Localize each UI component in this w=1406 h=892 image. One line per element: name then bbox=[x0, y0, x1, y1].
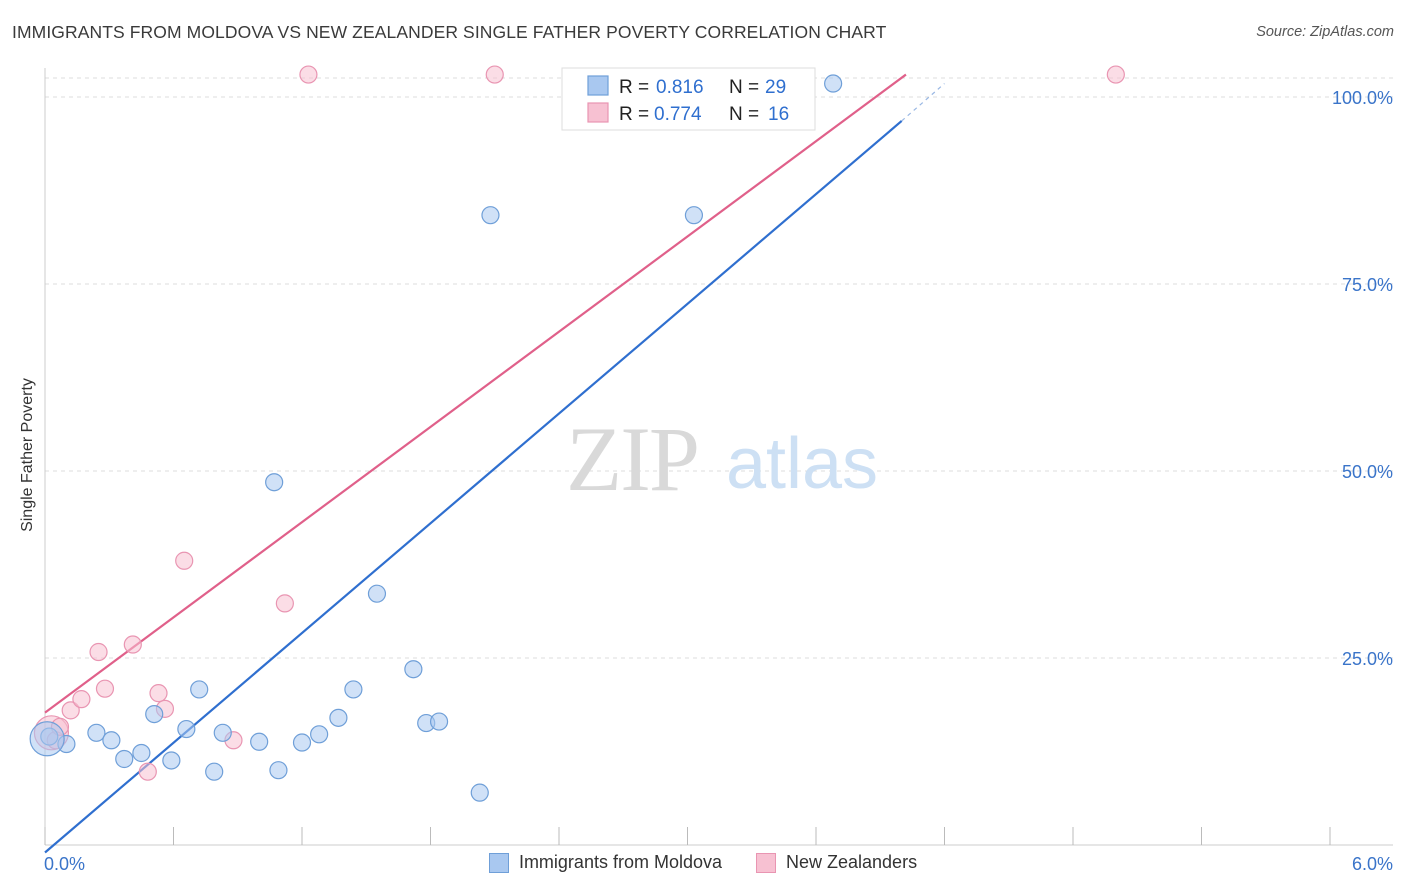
stats-n-value-1: 29 bbox=[765, 77, 786, 98]
data-point-moldova bbox=[265, 473, 284, 492]
y-tick-label: 25.0% bbox=[1342, 649, 1393, 669]
legend-swatch-newzealanders bbox=[756, 852, 776, 873]
stats-legend: R = 0.816 N = 29 R = 0.774 N = 16 bbox=[561, 67, 816, 131]
data-point-moldova bbox=[684, 206, 704, 225]
stats-n-label-2: N = bbox=[729, 104, 764, 125]
data-point-newzealanders bbox=[72, 690, 91, 709]
legend-item-newzealanders: New Zealanders bbox=[756, 852, 917, 873]
data-point-moldova bbox=[329, 708, 348, 727]
y-tick-label: 100.0% bbox=[1332, 88, 1393, 108]
stats-n-label-1: N = bbox=[729, 77, 764, 98]
x-tick-label: 0.0% bbox=[44, 854, 85, 874]
data-point-moldova bbox=[190, 680, 209, 699]
data-point-newzealanders bbox=[175, 551, 194, 570]
data-point-moldova bbox=[132, 743, 151, 763]
data-point-moldova bbox=[404, 660, 423, 679]
stats-r-label-1: R = bbox=[619, 77, 654, 98]
data-point-newzealanders bbox=[89, 642, 108, 662]
legend-swatch-moldova bbox=[488, 852, 509, 873]
data-point-moldova bbox=[481, 206, 500, 225]
legend-item-moldova: Immigrants from Moldova bbox=[488, 852, 722, 873]
data-point-newzealanders bbox=[123, 635, 142, 654]
data-point-newzealanders bbox=[149, 684, 168, 703]
data-point-moldova bbox=[115, 749, 134, 769]
data-point-moldova bbox=[470, 783, 489, 802]
watermark: ZIP atlas bbox=[566, 408, 878, 510]
legend-label-newzealanders: New Zealanders bbox=[786, 852, 918, 872]
legend-label-moldova: Immigrants from Moldova bbox=[518, 852, 722, 872]
data-point-moldova bbox=[429, 712, 449, 731]
data-point-newzealanders bbox=[485, 65, 504, 84]
stats-swatch-moldova bbox=[587, 75, 609, 96]
data-point-moldova bbox=[213, 723, 232, 742]
trend-line-extension bbox=[901, 83, 945, 122]
data-point-newzealanders bbox=[95, 679, 115, 698]
data-point-moldova bbox=[145, 704, 164, 724]
tick-labels: 25.0% 50.0% 75.0% 100.0% 0.0% 6.0% bbox=[44, 88, 1393, 874]
data-point-moldova bbox=[29, 721, 65, 757]
data-point-newzealanders bbox=[275, 594, 294, 613]
data-point-moldova bbox=[367, 584, 387, 603]
watermark-zip: ZIP bbox=[566, 408, 698, 510]
data-point-newzealanders bbox=[61, 701, 80, 720]
data-point-moldova bbox=[87, 723, 106, 742]
watermark-atlas: atlas bbox=[726, 424, 878, 504]
y-tick-label: 50.0% bbox=[1342, 462, 1393, 482]
data-point-moldova bbox=[292, 733, 312, 752]
data-point-newzealanders bbox=[299, 65, 318, 84]
data-point-newzealanders bbox=[138, 762, 157, 781]
x-tick-label: 6.0% bbox=[1352, 854, 1393, 874]
axes bbox=[44, 68, 1393, 846]
grid bbox=[45, 77, 1393, 659]
data-point-moldova bbox=[177, 719, 196, 739]
stats-r-value-2: 0.774 bbox=[654, 104, 702, 125]
source-label: Source: ZipAtlas.com bbox=[1256, 24, 1394, 40]
data-point-moldova bbox=[250, 732, 269, 751]
data-point-moldova bbox=[102, 731, 121, 750]
stats-r-value-1: 0.816 bbox=[656, 77, 704, 98]
chart-title: IMMIGRANTS FROM MOLDOVA VS NEW ZEALANDER… bbox=[12, 22, 887, 42]
trend-line-newzealanders bbox=[44, 73, 907, 714]
stats-swatch-newzealand bbox=[587, 102, 609, 123]
data-point-moldova bbox=[269, 761, 288, 780]
data-point-moldova bbox=[162, 751, 181, 770]
data-point-moldova bbox=[205, 762, 224, 781]
stats-n-value-2: 16 bbox=[768, 104, 789, 125]
data-point-moldova bbox=[310, 725, 329, 744]
data-points bbox=[29, 65, 1125, 802]
y-tick-label: 75.0% bbox=[1342, 275, 1393, 295]
stats-r-label-2: R = bbox=[619, 104, 654, 125]
data-point-moldova bbox=[344, 680, 363, 699]
data-point-moldova bbox=[824, 74, 843, 93]
series-legend: Immigrants from Moldova New Zealanders bbox=[0, 852, 1406, 873]
data-point-newzealanders bbox=[1106, 65, 1125, 84]
